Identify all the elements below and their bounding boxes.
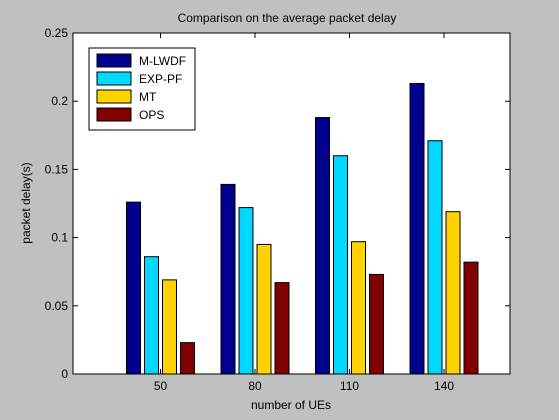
y-tick-label: 0 [61,367,68,381]
legend-swatch-exp-pf [96,71,132,86]
y-tick-label: 0.05 [45,299,69,313]
legend-label-mt: MT [139,90,157,104]
y-tick-label: 0.2 [51,94,68,108]
bar-mt-140 [445,211,461,375]
bar-exp-pf-110 [333,155,348,375]
legend-swatch-m-lwdf [96,53,132,68]
x-tick-label: 80 [248,379,262,393]
x-tick-label: 50 [154,379,168,393]
bar-mt-80 [256,243,272,375]
x-tick-label: 110 [340,379,359,393]
bar-ops-50 [180,342,195,375]
bar-ops-140 [463,261,479,375]
x-tick-label: 140 [434,379,454,393]
bar-mt-50 [162,279,177,375]
bar-exp-pf-80 [238,207,254,375]
legend-swatch-mt [96,89,132,104]
bar-m-lwdf-140 [409,82,425,375]
bars-group [126,82,479,375]
y-tick-label: 0.1 [51,231,68,245]
y-tick-label: 0.15 [45,162,69,176]
bar-m-lwdf-50 [126,201,141,375]
bar-exp-pf-140 [427,140,443,375]
bar-ops-80 [274,282,290,375]
legend-swatch-ops [96,107,132,122]
legend-label-ops: OPS [139,108,164,122]
bar-exp-pf-50 [144,256,159,375]
legend: M-LWDF EXP-PF MT OPS [88,47,196,131]
legend-label-exp-pf: EXP-PF [139,72,182,86]
bar-mt-110 [351,241,366,375]
bar-m-lwdf-80 [220,183,236,375]
legend-label-m-lwdf: M-LWDF [139,54,186,68]
x-axis-label: number of UEs [251,398,331,412]
chart-title: Comparison on the average packet delay [178,11,397,25]
y-tick-label: 0.25 [45,26,69,40]
bar-ops-110 [369,273,384,375]
y-axis-label: packet delay(s) [19,162,33,243]
bar-m-lwdf-110 [315,117,330,375]
axes-group: 0 0.05 0.1 0.15 0.2 0.25 50 80 110 140 [45,26,510,393]
